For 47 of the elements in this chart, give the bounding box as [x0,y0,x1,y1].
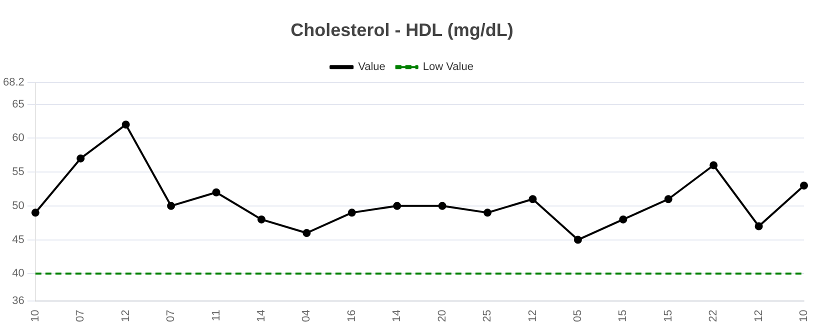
x-tick-label: 22 [708,310,720,322]
x-tick-label: 10 [798,310,810,322]
x-tick-label: 25 [482,310,494,322]
x-tick-label: 12 [752,310,765,322]
x-tick-label: 05 [572,310,584,322]
y-tick-label: 45 [12,234,24,246]
point [122,120,130,129]
point [348,208,356,217]
point [710,161,718,170]
point [484,208,492,217]
point [31,208,40,217]
y-tick-label: 36 [12,294,24,307]
x-tick-label: 20 [436,310,448,322]
point [76,154,85,162]
x-tick-label: 15 [662,310,674,322]
x-tick-label: 04 [300,310,313,322]
x-tick-label: 16 [346,310,358,322]
point [257,215,266,224]
point [212,188,220,196]
point [302,229,311,238]
x-tick-label: 12 [526,310,539,322]
y-tick-label: 68.2 [2,76,24,89]
y-tick-label: 50 [12,200,24,212]
point [528,195,537,204]
x-tick-label: 15 [617,310,630,322]
point [664,195,672,204]
y-tick-label: 55 [12,166,24,178]
point [754,222,763,230]
x-tick-label: 14 [255,310,268,322]
point [393,202,402,210]
y-tick-label: 60 [12,132,24,144]
x-tick-label: 07 [74,310,87,322]
chart-title: Cholesterol - HDL (mg/dL) [290,20,514,40]
x-tick-label: 10 [29,310,42,322]
y-tick-label: 65 [12,98,24,110]
point [800,182,808,190]
legend-label: Low Value [422,61,474,74]
y-tick-label: 40 [12,268,24,280]
x-tick-label: 12 [120,310,132,322]
point [574,236,582,244]
point [167,202,176,210]
x-tick-label: 14 [391,310,404,322]
x-tick-label: 11 [210,310,222,322]
point [438,202,446,210]
point [619,215,628,224]
x-tick-label: 07 [165,310,178,322]
legend-label: Value [358,61,386,74]
